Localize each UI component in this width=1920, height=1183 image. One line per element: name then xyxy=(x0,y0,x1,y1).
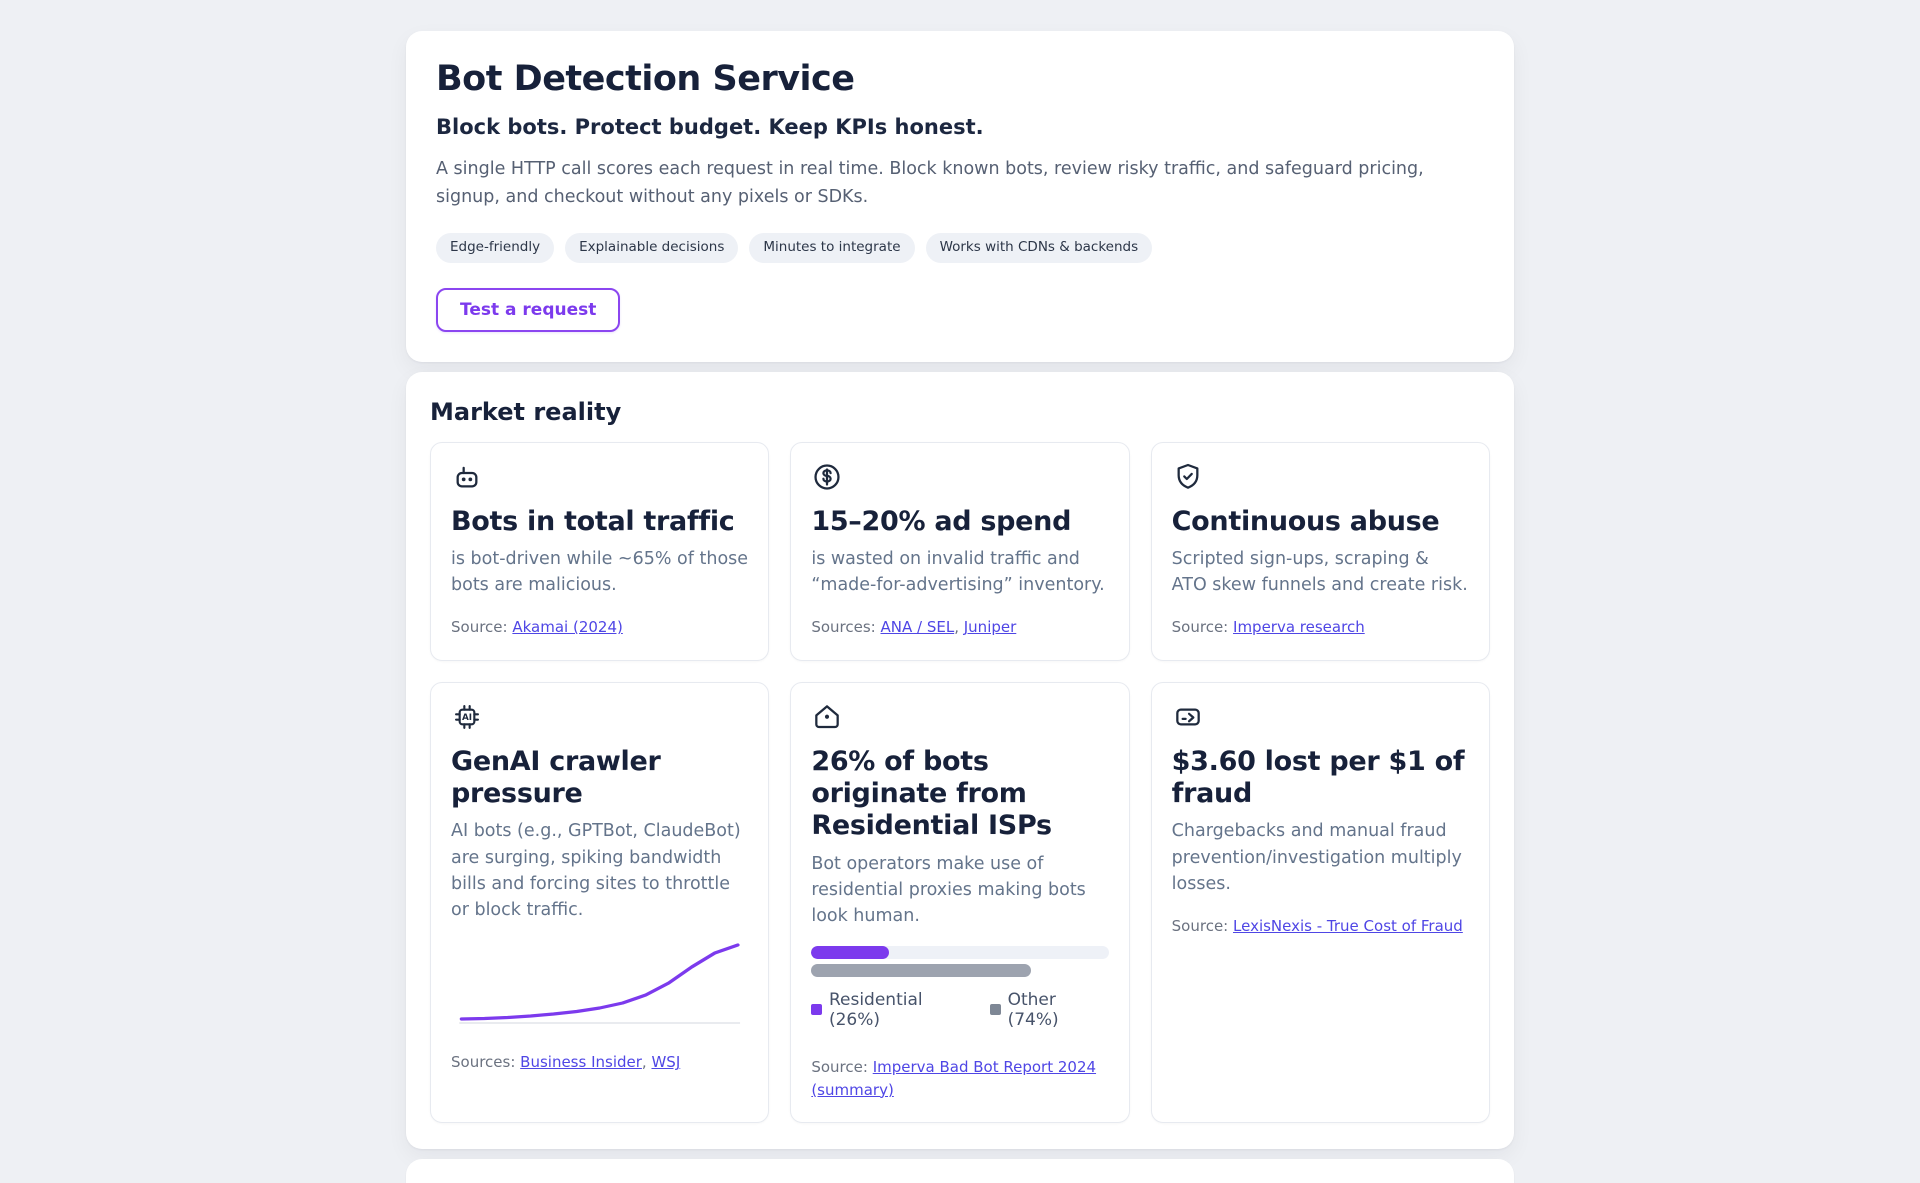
card-body: AI bots (e.g., GPTBot, ClaudeBot) are su… xyxy=(451,821,741,921)
card-source: Source: Imperva Bad Bot Report 2024 (sum… xyxy=(811,1056,1108,1103)
legend-item-residential: Residential (26%) xyxy=(811,990,974,1030)
next-section-card xyxy=(406,1159,1514,1183)
card-body: is bot-driven while ~65% of those bots a… xyxy=(451,548,749,596)
card-title: 15–20% ad spend xyxy=(811,505,1072,537)
card-body: Scripted sign-ups, scraping & ATO skew f… xyxy=(1171,548,1468,596)
source-prefix: Sources: xyxy=(811,618,876,637)
hero-card: Bot Detection Service Block bots. Protec… xyxy=(406,31,1514,362)
other-bar xyxy=(811,963,1032,977)
legend-label: Other (74%) xyxy=(1007,989,1059,1030)
separator: , xyxy=(641,1053,652,1072)
source-prefix: Source: xyxy=(451,618,508,637)
badge-works-with-cdns: Works with CDNs & backends xyxy=(925,233,1153,263)
card-ad-spend: 15–20% ad spend is wasted on invalid tra… xyxy=(790,441,1130,661)
card-title: Bots in total traffic xyxy=(451,505,735,537)
source-link-juniper[interactable]: Juniper xyxy=(963,618,1017,637)
hero-badges: Edge-friendly Explainable decisions Minu… xyxy=(436,233,1484,263)
card-body: Chargebacks and manual fraud prevention/… xyxy=(1171,821,1462,894)
source-prefix: Source: xyxy=(811,1057,868,1076)
separator: , xyxy=(954,618,964,637)
market-reality-section: Market reality Bots in total traffic is … xyxy=(406,371,1514,1150)
card-body: Bot operators make use of residential pr… xyxy=(811,853,1086,927)
legend-label: Residential (26%) xyxy=(828,989,923,1030)
badge-explainable-decisions: Explainable decisions xyxy=(565,233,739,263)
svg-text:AI: AI xyxy=(462,713,472,723)
card-continuous-abuse: Continuous abuse Scripted sign-ups, scra… xyxy=(1150,441,1490,661)
card-source: Sources: ANA / SEL, Juniper xyxy=(811,616,1108,639)
card-source: Sources: Business Insider, WSJ xyxy=(451,1051,748,1074)
genai-trend-sparkline xyxy=(457,939,742,1031)
source-link-akamai[interactable]: Akamai (2024) xyxy=(512,618,623,637)
house-icon xyxy=(811,701,1108,733)
shield-check-icon xyxy=(1172,461,1469,493)
card-source: Source: LexisNexis - True Cost of Fraud xyxy=(1172,915,1469,938)
source-link-ana-sel[interactable]: ANA / SEL xyxy=(880,618,955,637)
source-prefix: Sources: xyxy=(451,1053,516,1072)
source-link-wsj[interactable]: WSJ xyxy=(651,1053,681,1072)
card-genai-crawler-pressure: AI GenAI crawler pressure AI bots (e.g.,… xyxy=(430,681,770,1124)
hero-subtitle: Block bots. Protect budget. Keep KPIs ho… xyxy=(436,115,984,139)
test-request-button[interactable]: Test a request xyxy=(436,287,621,332)
source-link-business-insider[interactable]: Business Insider xyxy=(520,1053,642,1072)
stat-card-grid: Bots in total traffic is bot-driven whil… xyxy=(430,441,1490,1124)
residential-swatch xyxy=(811,1004,822,1016)
page-content: Bot Detection Service Block bots. Protec… xyxy=(406,0,1514,1183)
card-title: GenAI crawler pressure xyxy=(451,745,661,810)
card-body: is wasted on invalid traffic and “made-f… xyxy=(811,548,1105,596)
source-prefix: Source: xyxy=(1171,618,1229,637)
card-source: Source: Imperva research xyxy=(1172,616,1469,639)
residential-bar-fill xyxy=(811,945,889,959)
robot-icon xyxy=(451,461,748,493)
section-heading: Market reality xyxy=(430,397,622,426)
card-fraud-cost: $3.60 lost per $1 of fraud Chargebacks a… xyxy=(1150,681,1490,1124)
bot-origin-legend: Residential (26%) Other (74%) xyxy=(811,990,1108,1030)
source-link-imperva-research[interactable]: Imperva research xyxy=(1233,618,1365,637)
card-source: Source: Akamai (2024) xyxy=(451,616,748,639)
page-title: Bot Detection Service xyxy=(436,59,855,99)
card-title: Continuous abuse xyxy=(1171,505,1440,537)
dollar-circle-icon xyxy=(811,461,1108,493)
card-residential-isps: 26% of bots originate from Residential I… xyxy=(790,681,1130,1124)
card-bots-in-total-traffic: Bots in total traffic is bot-driven whil… xyxy=(430,441,770,661)
other-swatch xyxy=(989,1004,1001,1016)
badge-edge-friendly: Edge-friendly xyxy=(436,233,555,263)
source-prefix: Source: xyxy=(1171,917,1229,936)
residential-bar-track xyxy=(811,945,1109,959)
bot-origin-bars xyxy=(811,945,1109,977)
card-title: 26% of bots originate from Residential I… xyxy=(811,745,1052,842)
source-link-lexisnexis[interactable]: LexisNexis - True Cost of Fraud xyxy=(1233,917,1463,936)
ai-chip-icon: AI xyxy=(451,701,748,733)
legend-item-other: Other (74%) xyxy=(989,989,1109,1030)
hero-description: A single HTTP call scores each request i… xyxy=(436,159,1424,207)
card-title: $3.60 lost per $1 of fraud xyxy=(1171,745,1465,810)
card-arrow-out-icon xyxy=(1172,701,1469,733)
badge-minutes-to-integrate: Minutes to integrate xyxy=(749,233,915,263)
